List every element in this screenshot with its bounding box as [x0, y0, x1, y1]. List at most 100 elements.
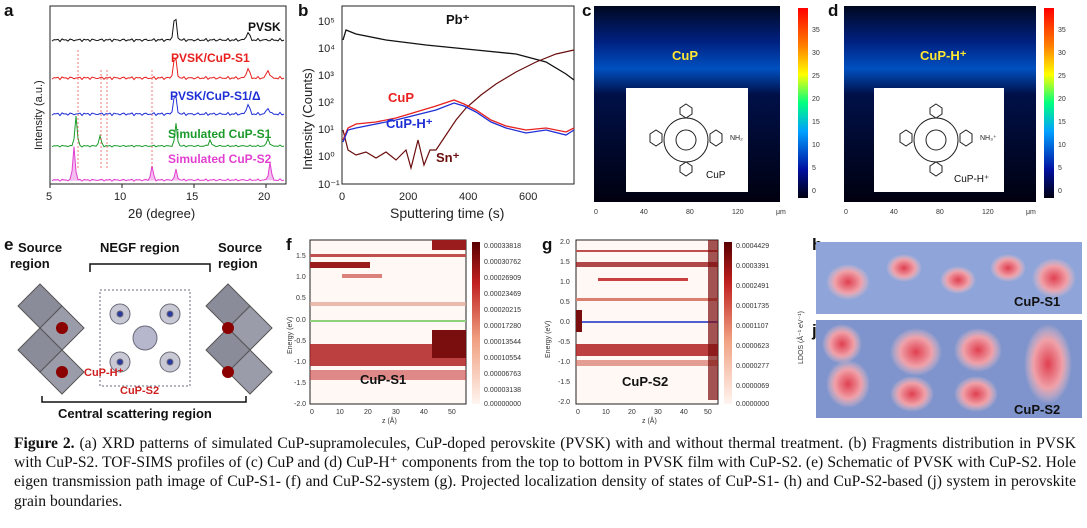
svg-text:20: 20 — [258, 191, 270, 203]
plot-frame — [341, 5, 575, 185]
colorbar-label: LDOS (Å⁻¹ eV⁻¹) — [796, 311, 805, 364]
svg-text:5: 5 — [46, 191, 52, 203]
svg-text:10⁻¹: 10⁻¹ — [318, 179, 340, 191]
panel-b-tofsims: b Intensity (Counts) 10⁻¹ 10⁰ 10¹ 10² 10… — [298, 1, 575, 221]
svg-text:0.5: 0.5 — [296, 295, 306, 302]
x-ticks: 5 10 15 20 — [46, 184, 270, 203]
svg-text:0.0004429: 0.0004429 — [736, 243, 769, 250]
y-ticks: 2.0 1.5 1.0 0.5 0.0 -0.5 -1.0 -1.5 -2.0 — [558, 239, 570, 406]
panel-a-xrd: a Intensity (a.u.) PVSK PVSK/CuP-S1 PVSK… — [4, 1, 287, 221]
svg-text:35: 35 — [812, 27, 820, 34]
svg-text:0.00030762: 0.00030762 — [484, 259, 521, 266]
svg-text:0: 0 — [844, 209, 848, 216]
svg-text:0.0003391: 0.0003391 — [736, 263, 769, 270]
x-ticks: 0 10 20 30 40 50 — [576, 409, 712, 416]
svg-text:0: 0 — [576, 409, 580, 416]
trace-cup — [342, 99, 575, 141]
trace-pb — [342, 29, 575, 81]
system-label: CuP-S2 — [622, 374, 668, 389]
svg-text:200: 200 — [399, 191, 417, 203]
svg-text:0.0000069: 0.0000069 — [736, 383, 769, 390]
y-axis-label: Intensity (Counts) — [300, 68, 315, 170]
svg-text:600: 600 — [519, 191, 537, 203]
svg-text:-0.5: -0.5 — [558, 339, 570, 346]
nh2-group: NH₂ — [730, 135, 743, 142]
colorbar-ticks: 0.00033818 0.00030762 0.00026909 0.00023… — [484, 243, 521, 408]
svg-text:10²: 10² — [318, 97, 334, 109]
svg-text:20: 20 — [364, 409, 372, 416]
svg-text:0.0: 0.0 — [296, 317, 306, 324]
x-axis-label: z (Å) — [382, 416, 397, 425]
svg-text:5: 5 — [812, 165, 816, 172]
perovskite-octahedra-right — [205, 283, 273, 395]
trace-pvsk-cup-s1-annealed — [51, 95, 285, 117]
legend-pvsk: PVSK — [248, 20, 281, 34]
svg-text:35: 35 — [1058, 27, 1066, 34]
svg-text:-1.5: -1.5 — [294, 380, 306, 387]
cup-s2-label: CuP-S2 — [120, 385, 159, 397]
svg-text:20: 20 — [812, 96, 820, 103]
colorbar — [1044, 8, 1054, 198]
legend-pvsk-cup-s1-annealed: PVSK/CuP-S1/Δ — [170, 89, 261, 103]
svg-text:25: 25 — [1058, 73, 1066, 80]
y-axis-label: Energy (eV) — [545, 321, 552, 358]
trace-pvsk — [51, 18, 285, 43]
svg-text:0.00033818: 0.00033818 — [484, 243, 521, 250]
svg-text:0.00006763: 0.00006763 — [484, 371, 521, 378]
trace-simulated-cup-s2 — [51, 146, 285, 182]
legend-simulated-cup-s1: Simulated CuP-S1 — [168, 127, 272, 141]
svg-text:0: 0 — [594, 209, 598, 216]
svg-text:0.0002491: 0.0002491 — [736, 283, 769, 290]
porphyrin-structure — [899, 103, 973, 177]
svg-text:0.0001735: 0.0001735 — [736, 303, 769, 310]
svg-text:10: 10 — [602, 409, 610, 416]
svg-text:120: 120 — [982, 209, 994, 216]
svg-text:2.0: 2.0 — [560, 239, 570, 246]
panel-g-transmission: g Energy (eV) CuP-S2 2.0 1.5 1.0 0.5 0.0… — [542, 235, 805, 425]
ldos-bands — [310, 240, 466, 380]
label-cup-s1: CuP-S1 — [1014, 294, 1060, 309]
svg-text:20: 20 — [628, 409, 636, 416]
negf-label: NEGF region — [100, 240, 180, 255]
svg-text:0: 0 — [339, 191, 345, 203]
label-cup: CuP — [388, 90, 414, 105]
panel-label-g: g — [542, 235, 552, 254]
ldos-bands — [576, 240, 718, 400]
molecule-inset — [874, 88, 1004, 192]
panel-c-cup-map: c CuP NH₂ CuP 35 30 25 20 15 10 5 0 0 40… — [582, 1, 820, 216]
trace-simulated-cup-s1 — [51, 115, 285, 148]
y-axis-label: Intensity (a.u.) — [33, 80, 45, 150]
x-axis-label: 2θ (degree) — [128, 206, 195, 221]
x-axis-label: z (Å) — [642, 416, 657, 425]
x-ticks: 0 200 400 600 — [339, 191, 537, 203]
svg-text:15: 15 — [1058, 119, 1066, 126]
colorbar — [724, 242, 732, 404]
colorbar — [472, 242, 480, 404]
map-label-cup: CuP — [672, 48, 698, 63]
central-region-label: Central scattering region — [58, 406, 212, 421]
svg-text:0: 0 — [310, 409, 314, 416]
svg-text:80: 80 — [686, 209, 694, 216]
dashed-guides — [77, 50, 153, 170]
svg-text:0.00017280: 0.00017280 — [484, 323, 521, 330]
svg-text:30: 30 — [392, 409, 400, 416]
svg-text:0.0000277: 0.0000277 — [736, 363, 769, 370]
svg-text:0.0: 0.0 — [560, 319, 570, 326]
svg-text:20: 20 — [1058, 96, 1066, 103]
map-label-cuph: CuP-H⁺ — [920, 48, 967, 63]
x-ticks: 0 40 80 120 μm — [594, 209, 786, 216]
x-ticks: 0 10 20 30 40 50 — [310, 409, 456, 416]
svg-text:40: 40 — [890, 209, 898, 216]
svg-text:50: 50 — [448, 409, 456, 416]
svg-text:10: 10 — [812, 142, 820, 149]
panel-label-c: c — [582, 1, 591, 20]
system-label: CuP-S1 — [360, 372, 406, 387]
colorbar-ticks: 35 30 25 20 15 10 5 0 — [812, 27, 820, 195]
svg-text:400: 400 — [459, 191, 477, 203]
molecule-inset — [626, 88, 748, 192]
label-cuph: CuP-H⁺ — [386, 116, 433, 131]
svg-text:10: 10 — [114, 191, 126, 203]
svg-text:40: 40 — [420, 409, 428, 416]
panel-label-f: f — [286, 235, 292, 254]
panel-hj-pldos: h CuP-S1 j CuP-S2 — [811, 235, 1082, 418]
